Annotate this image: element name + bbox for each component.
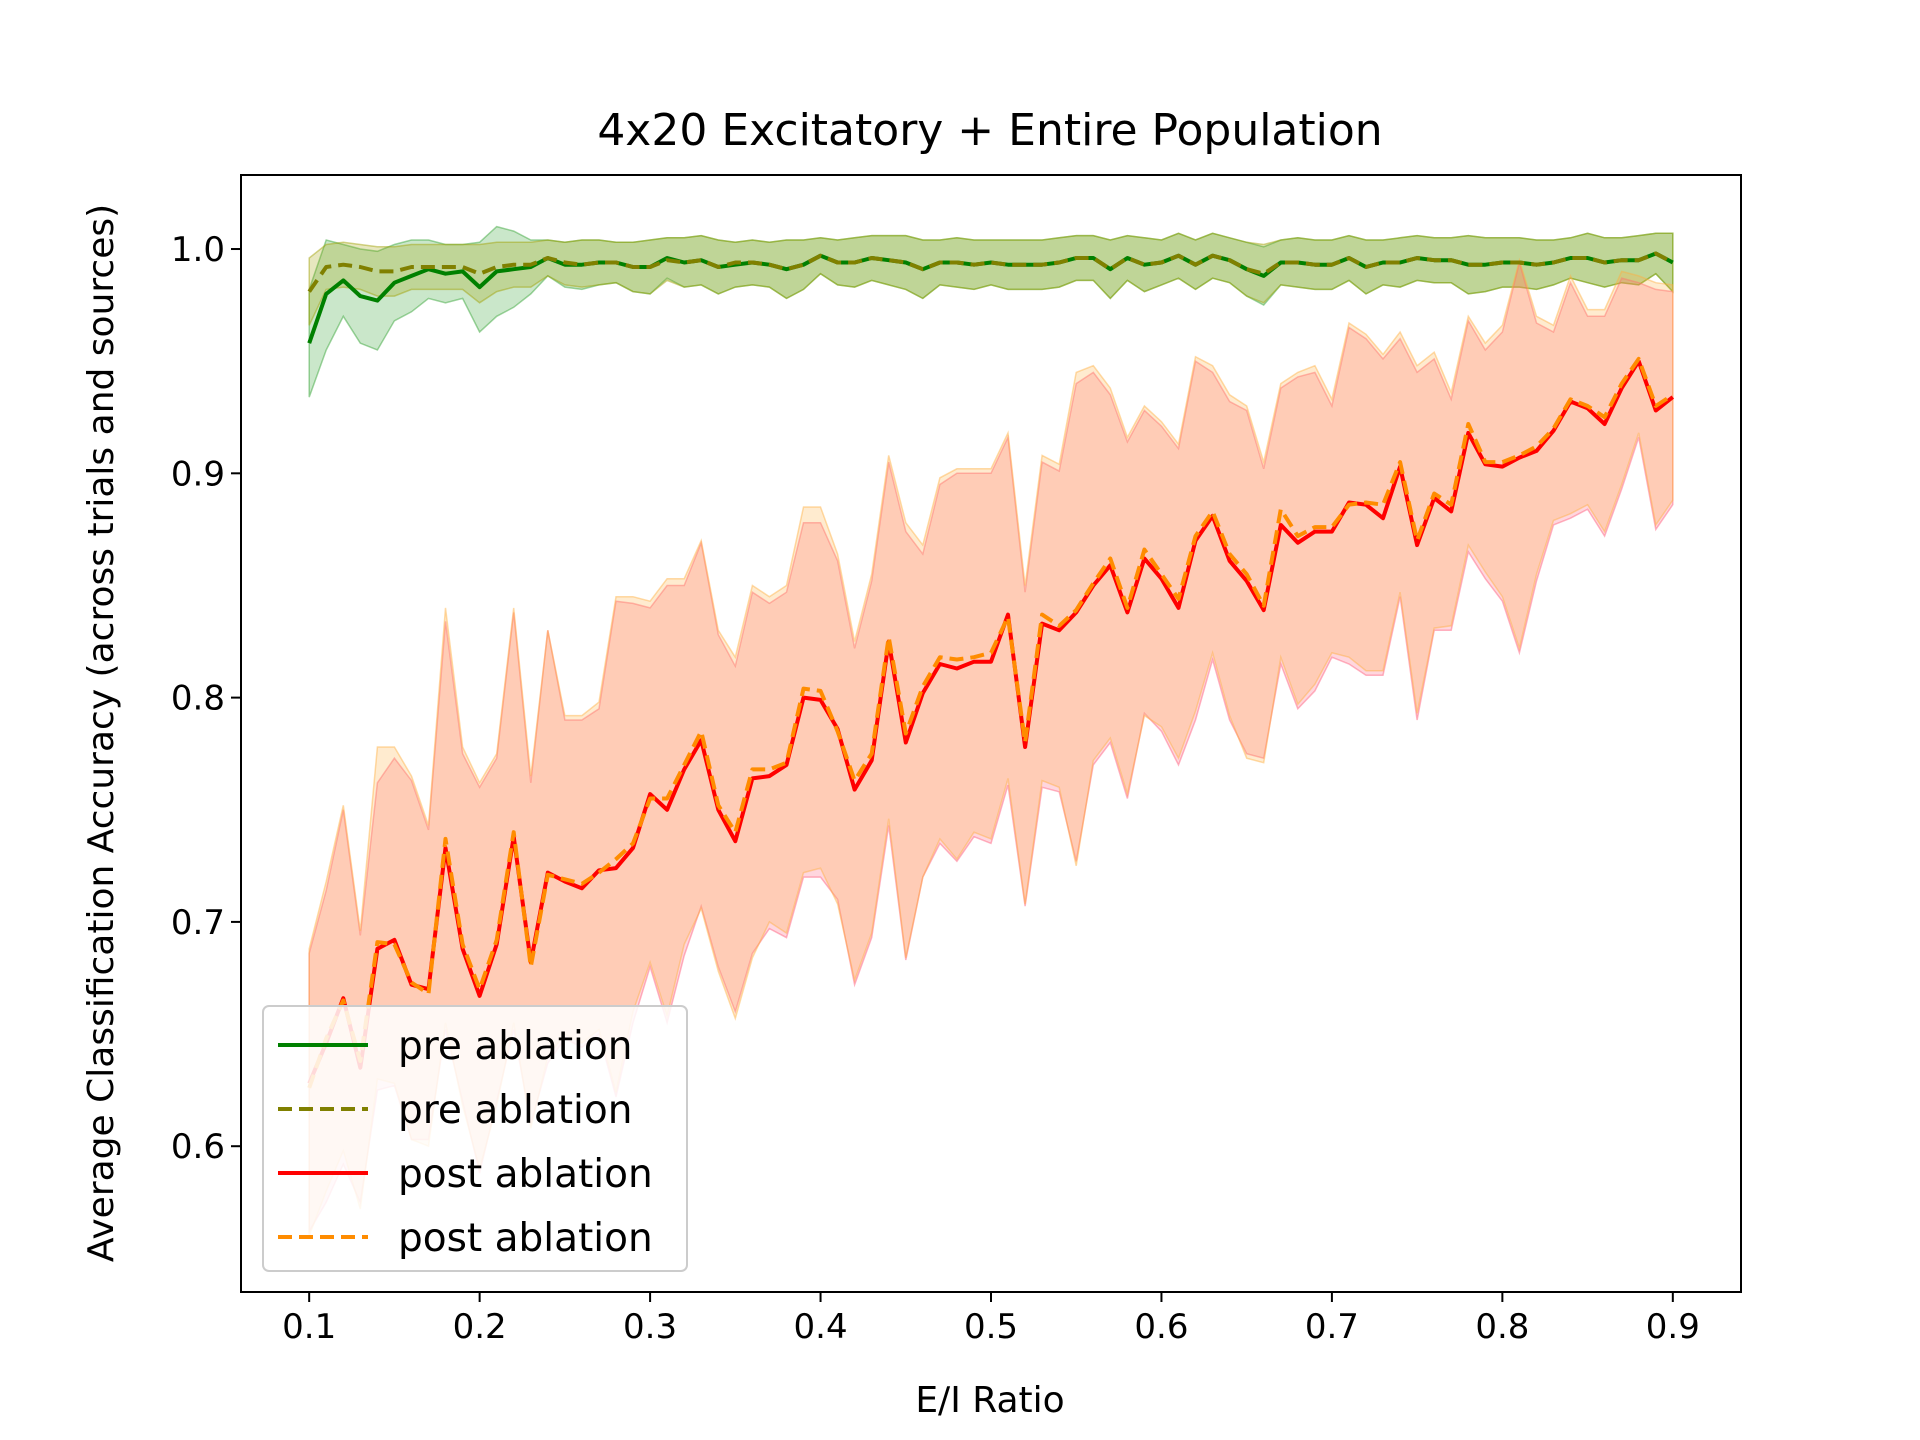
y-tick-label: 1.0 — [171, 230, 225, 270]
x-tick-label: 0.1 — [282, 1307, 336, 1347]
legend-label: pre ablation — [398, 1024, 632, 1069]
chart-title: 4x20 Excitatory + Entire Population — [597, 105, 1382, 156]
x-tick-label: 0.6 — [1134, 1307, 1188, 1347]
legend: pre ablation pre ablation post ablation pos… — [262, 1005, 688, 1272]
legend-label: post ablation — [398, 1152, 653, 1197]
y-tick-label: 0.9 — [171, 454, 225, 494]
confidence-bands — [308, 225, 1674, 1237]
y-axis-ticks: 0.6 0.7 0.8 0.9 1.0 — [171, 230, 241, 1167]
series-line-2 — [307, 251, 1674, 293]
y-tick-label: 0.8 — [171, 679, 225, 719]
series-band-1 — [308, 225, 1674, 398]
series-line-4 — [307, 356, 1674, 1089]
x-tick-label: 0.4 — [794, 1307, 848, 1347]
series-band-3 — [308, 259, 1674, 1235]
x-tick-label: 0.5 — [964, 1307, 1018, 1347]
series-band-2 — [308, 232, 1674, 326]
y-axis-label: Average Classification Accuracy (across … — [81, 204, 122, 1262]
x-axis-ticks: 0.1 0.2 0.3 0.4 0.5 0.6 0.7 0.8 0.9 — [282, 1292, 1700, 1347]
y-tick-label: 0.6 — [171, 1127, 225, 1167]
x-tick-label: 0.3 — [623, 1307, 677, 1347]
x-tick-label: 0.8 — [1475, 1307, 1529, 1347]
series-band-4 — [308, 257, 1674, 1237]
series-lines — [307, 251, 1675, 1089]
x-axis-label: E/I Ratio — [915, 1380, 1064, 1421]
legend-box — [262, 1005, 688, 1272]
legend-label: post ablation — [398, 1216, 653, 1261]
x-tick-label: 0.7 — [1305, 1307, 1359, 1347]
y-tick-label: 0.7 — [171, 903, 225, 943]
x-tick-label: 0.2 — [453, 1307, 507, 1347]
legend-label: pre ablation — [398, 1088, 632, 1133]
x-tick-label: 0.9 — [1646, 1307, 1700, 1347]
